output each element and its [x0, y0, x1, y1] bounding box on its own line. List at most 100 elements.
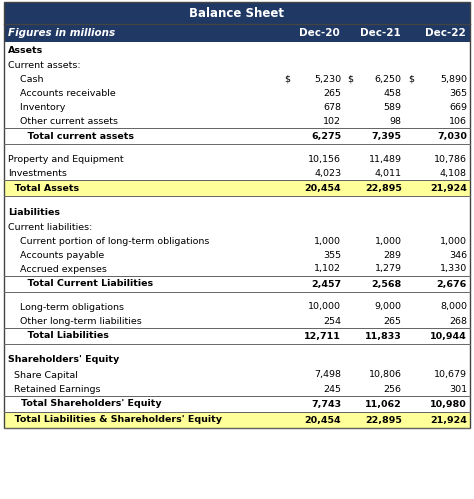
Text: $: $: [408, 74, 414, 83]
Text: Total Current Liabilities: Total Current Liabilities: [8, 279, 153, 288]
Text: 12,711: 12,711: [304, 331, 341, 340]
Text: 10,156: 10,156: [308, 155, 341, 164]
Text: Other current assets: Other current assets: [8, 116, 118, 126]
Bar: [4, 352, 470, 368]
Text: 22,895: 22,895: [365, 416, 402, 425]
Bar: [4, 196, 470, 204]
Text: 458: 458: [384, 88, 402, 97]
Text: 1,000: 1,000: [440, 237, 467, 246]
Text: 2,568: 2,568: [372, 279, 402, 288]
Text: 7,030: 7,030: [437, 132, 467, 141]
Bar: [4, 204, 470, 220]
Text: 9,000: 9,000: [375, 302, 402, 311]
Text: Dec-21: Dec-21: [360, 28, 401, 38]
Text: Accounts payable: Accounts payable: [8, 250, 104, 259]
Text: 265: 265: [323, 88, 341, 97]
Bar: [4, 180, 470, 196]
Text: 20,454: 20,454: [305, 416, 341, 425]
Text: 2,457: 2,457: [311, 279, 341, 288]
Text: 11,489: 11,489: [369, 155, 402, 164]
Text: 21,924: 21,924: [430, 184, 467, 193]
Text: 2,676: 2,676: [437, 279, 467, 288]
Text: Share Capital: Share Capital: [8, 370, 78, 380]
Text: 4,011: 4,011: [375, 169, 402, 178]
Text: 21,924: 21,924: [430, 416, 467, 425]
Bar: [4, 58, 470, 72]
Text: 7,395: 7,395: [372, 132, 402, 141]
Text: 10,806: 10,806: [369, 370, 402, 380]
Bar: [4, 24, 470, 42]
Text: 10,000: 10,000: [308, 302, 341, 311]
Bar: [4, 368, 470, 382]
Bar: [4, 292, 470, 300]
Text: 1,279: 1,279: [375, 264, 402, 273]
Bar: [4, 166, 470, 180]
Text: 289: 289: [384, 250, 402, 259]
Text: Total Shareholders' Equity: Total Shareholders' Equity: [8, 400, 162, 409]
Text: 98: 98: [390, 116, 402, 126]
Text: Figures in millions: Figures in millions: [8, 28, 115, 38]
Text: Total Liabilities & Shareholders' Equity: Total Liabilities & Shareholders' Equity: [8, 416, 222, 425]
Text: Current assets:: Current assets:: [8, 60, 81, 69]
Text: 1,000: 1,000: [375, 237, 402, 246]
Text: $: $: [284, 74, 290, 83]
Bar: [4, 2, 470, 428]
Bar: [4, 396, 470, 412]
Bar: [4, 128, 470, 144]
Bar: [4, 42, 470, 58]
Text: 5,890: 5,890: [440, 74, 467, 83]
Text: 102: 102: [323, 116, 341, 126]
Text: 6,250: 6,250: [375, 74, 402, 83]
Bar: [4, 314, 470, 328]
Text: Accrued expenses: Accrued expenses: [8, 264, 107, 273]
Bar: [4, 248, 470, 262]
Bar: [4, 72, 470, 86]
Text: 6,275: 6,275: [311, 132, 341, 141]
Text: 7,498: 7,498: [314, 370, 341, 380]
Text: 11,833: 11,833: [365, 331, 402, 340]
Text: 22,895: 22,895: [365, 184, 402, 193]
Text: 4,023: 4,023: [314, 169, 341, 178]
Text: Liabilities: Liabilities: [8, 208, 60, 217]
Bar: [4, 2, 470, 24]
Text: 1,330: 1,330: [440, 264, 467, 273]
Text: 106: 106: [449, 116, 467, 126]
Text: 355: 355: [323, 250, 341, 259]
Text: $: $: [347, 74, 353, 83]
Text: Total Liabilities: Total Liabilities: [8, 331, 109, 340]
Text: 589: 589: [384, 102, 402, 111]
Text: 669: 669: [449, 102, 467, 111]
Bar: [4, 100, 470, 114]
Text: 256: 256: [384, 385, 402, 394]
Text: 7,743: 7,743: [311, 400, 341, 409]
Text: 10,980: 10,980: [430, 400, 467, 409]
Bar: [4, 276, 470, 292]
Text: 1,102: 1,102: [314, 264, 341, 273]
Text: 10,786: 10,786: [434, 155, 467, 164]
Bar: [4, 300, 470, 314]
Text: Property and Equipment: Property and Equipment: [8, 155, 124, 164]
Text: Cash: Cash: [8, 74, 44, 83]
Text: Current liabilities:: Current liabilities:: [8, 223, 92, 232]
Bar: [4, 234, 470, 248]
Text: 1,000: 1,000: [314, 237, 341, 246]
Text: Total current assets: Total current assets: [8, 132, 134, 141]
Bar: [4, 412, 470, 428]
Text: 11,062: 11,062: [365, 400, 402, 409]
Text: Other long-term liabilities: Other long-term liabilities: [8, 316, 142, 325]
Text: 8,000: 8,000: [440, 302, 467, 311]
Bar: [4, 382, 470, 396]
Bar: [4, 220, 470, 234]
Text: Long-term obligations: Long-term obligations: [8, 302, 124, 311]
Text: Retained Earnings: Retained Earnings: [8, 385, 100, 394]
Text: Current portion of long-term obligations: Current portion of long-term obligations: [8, 237, 210, 246]
Text: 5,230: 5,230: [314, 74, 341, 83]
Text: 265: 265: [384, 316, 402, 325]
Text: Accounts receivable: Accounts receivable: [8, 88, 116, 97]
Text: 254: 254: [323, 316, 341, 325]
Text: Dec-22: Dec-22: [425, 28, 466, 38]
Text: Dec-20: Dec-20: [300, 28, 340, 38]
Text: Inventory: Inventory: [8, 102, 65, 111]
Bar: [4, 86, 470, 100]
Text: 10,944: 10,944: [430, 331, 467, 340]
